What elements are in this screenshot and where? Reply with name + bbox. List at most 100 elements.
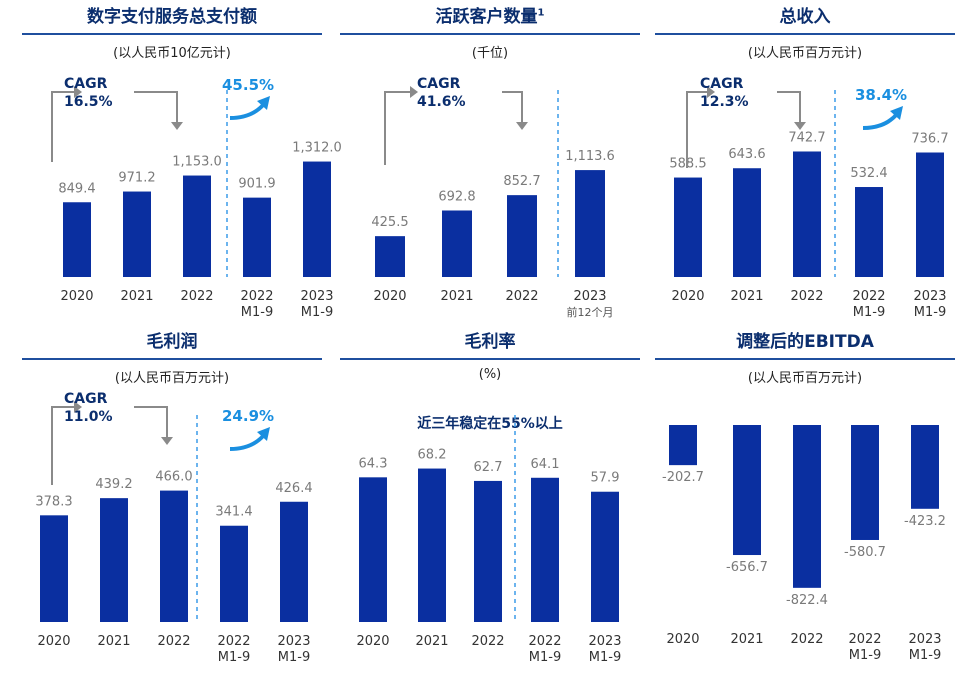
- value-label: 971.2: [118, 171, 155, 186]
- category-label: 2023: [300, 289, 333, 304]
- value-label: -580.7: [844, 545, 886, 560]
- category-label: 2022: [852, 289, 885, 304]
- category-label: 2022: [528, 634, 561, 649]
- chart-title: 调整后的EBITDA: [736, 332, 874, 352]
- category-label: 2021: [415, 634, 448, 649]
- cagr-up-arrow-head: [707, 86, 715, 98]
- unit-label: (以人民币百万元计): [114, 371, 230, 386]
- value-label: 852.7: [503, 174, 540, 189]
- bar: [63, 202, 91, 277]
- category-label: 2022: [848, 632, 881, 647]
- value-label: -656.7: [726, 560, 768, 575]
- chart-svg: 64.3202068.2202162.7202264.12022M1-957.9…: [356, 415, 622, 665]
- category-label: M1-9: [278, 650, 310, 665]
- category-label: 2023: [277, 634, 310, 649]
- value-label: 1,153.0: [172, 155, 222, 170]
- bar: [851, 425, 879, 540]
- value-label: 742.7: [788, 130, 825, 145]
- bar: [442, 210, 472, 277]
- value-label: 68.2: [418, 448, 447, 463]
- bar: [303, 161, 331, 277]
- bar: [591, 491, 619, 622]
- bar: [375, 236, 405, 277]
- value-label: 643.6: [728, 147, 765, 162]
- value-label: 57.9: [591, 471, 620, 486]
- category-label: 2020: [60, 289, 93, 304]
- value-label: 378.3: [35, 494, 72, 509]
- category-label: 2021: [120, 289, 153, 304]
- category-label: 2020: [373, 289, 406, 304]
- category-label: 2020: [356, 634, 389, 649]
- cagr-callout: CAGR 11.0%: [64, 390, 113, 426]
- chart-panel: 调整后的EBITDA (以人民币百万元计) -202.7 2020 -656.7 2021…: [655, 325, 955, 663]
- title-rule: [340, 33, 640, 35]
- category-label: 2020: [37, 634, 70, 649]
- cagr-up-arrow-head: [74, 401, 82, 413]
- cagr-down-arrow-line: [134, 91, 178, 122]
- bar: [40, 515, 68, 622]
- bar: [733, 168, 761, 277]
- value-label: 849.4: [58, 181, 95, 196]
- chart-svg: 849.42020971.220211,153.02022901.92022M1…: [51, 86, 342, 320]
- category-label: 2023: [908, 632, 941, 647]
- value-label: -202.7: [662, 470, 704, 485]
- category-label: 2022: [180, 289, 213, 304]
- value-label: 439.2: [95, 477, 132, 492]
- bar: [733, 425, 761, 556]
- chart-title: 总收入: [779, 7, 831, 27]
- value-label: 532.4: [850, 166, 887, 181]
- bar: [474, 480, 502, 622]
- value-label: 466.0: [155, 470, 192, 485]
- category-label: M1-9: [849, 648, 881, 663]
- cagr-value: 16.5%: [64, 94, 113, 110]
- cagr-down-arrow-head: [161, 437, 173, 445]
- cagr-value: 12.3%: [700, 94, 749, 110]
- bar: [100, 498, 128, 622]
- cagr-up-arrow-line: [51, 91, 74, 162]
- cagr-down-arrow-head: [171, 122, 183, 130]
- bar: [280, 501, 308, 622]
- value-label: 426.4: [275, 481, 312, 496]
- cagr-label: CAGR: [700, 76, 744, 92]
- value-label: 901.9: [238, 177, 275, 192]
- growth-arrow-line: [862, 112, 899, 130]
- cagr-callout: CAGR 41.6%: [417, 75, 466, 111]
- chart-panel: 活跃客户数量1 (千位) 425.5 2020 692.8 2021 852.7 2022 1,…: [340, 0, 640, 325]
- growth-callout: 38.4%: [855, 86, 908, 104]
- category-label: 2022: [471, 634, 504, 649]
- bar: [674, 177, 702, 277]
- category-label: 2022: [157, 634, 190, 649]
- unit-label: (以人民币10亿元计): [113, 46, 231, 61]
- bar: [359, 477, 387, 622]
- cagr-callout: CAGR 16.5%: [64, 75, 113, 111]
- title-rule: [655, 33, 955, 35]
- bar: [911, 425, 939, 509]
- value-label: -822.4: [786, 593, 828, 608]
- growth-arrow-head: [257, 96, 270, 110]
- value-label: -423.2: [904, 514, 946, 529]
- cagr-up-arrow-line: [384, 91, 410, 165]
- bar: [793, 151, 821, 277]
- bar: [418, 468, 446, 622]
- category-label: 2022: [790, 289, 823, 304]
- cagr-down-arrow-head: [516, 122, 528, 130]
- bar: [160, 490, 188, 622]
- category-label: 2020: [666, 632, 699, 647]
- chart-note: 近三年稳定在55%以上: [417, 416, 563, 432]
- chart-panel: 毛利率 (%) 近三年稳定在55%以上 64.3 2020 68.2 2021 62.7 202…: [340, 325, 640, 665]
- cagr-label: CAGR: [64, 76, 108, 92]
- cagr-value: 11.0%: [64, 409, 113, 425]
- value-label: 425.5: [371, 215, 408, 230]
- cagr-value: 41.6%: [417, 94, 466, 110]
- category-label: 2023: [588, 634, 621, 649]
- growth-arrow-line: [229, 102, 266, 120]
- category-label: 2023: [913, 289, 946, 304]
- chart-panel: 数字支付服务总支付额 (以人民币10亿元计) 849.4 2020 971.2 2021 1…: [22, 0, 342, 325]
- category-label: 2022: [240, 289, 273, 304]
- chart-title: 活跃客户数量1: [435, 7, 545, 27]
- category-label: M1-9: [909, 648, 941, 663]
- cagr-up-arrow-line: [686, 91, 707, 168]
- chart-svg: 425.5 2020 692.8 2021 852.7 2022 1,113.6 2023前1…: [371, 86, 615, 319]
- chart-title: 毛利率: [464, 332, 516, 352]
- growth-callout: 45.5%: [222, 76, 275, 94]
